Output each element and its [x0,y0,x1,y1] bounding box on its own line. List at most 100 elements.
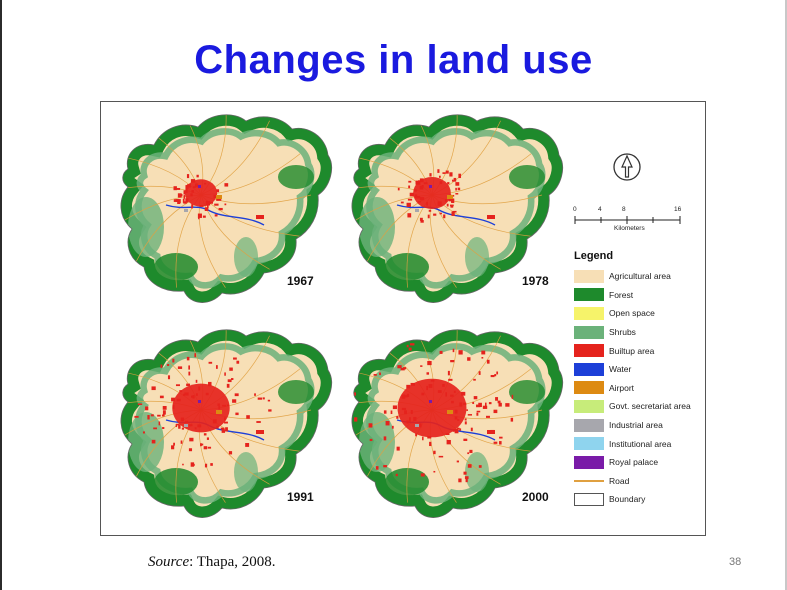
builtup-patch [427,436,432,439]
royal-palace [198,400,201,403]
legend-label: Forest [609,289,634,300]
builtup-patch [383,410,387,414]
builtup-patch [426,372,430,375]
airport [216,410,222,414]
builtup-patch [451,179,454,182]
airport [447,195,453,199]
legend-swatch [574,344,604,358]
builtup-patch [203,446,208,450]
builtup-patch [410,410,413,415]
builtup-patch [368,423,373,428]
builtup-patch [481,357,484,359]
builtup-patch [268,409,272,412]
builtup-patch [427,214,430,219]
builtup-patch [426,385,428,391]
legend-swatch [574,492,604,506]
builtup-patch [511,394,514,399]
builtup-patch [197,213,202,218]
builtup-patch [204,207,209,211]
builtup-patch [396,446,400,451]
legend-swatch [574,381,604,395]
builtup-patch [236,360,240,364]
builtup-patch [153,427,157,430]
builtup-patch [473,378,476,381]
builtup-patch [476,404,481,408]
legend-label: Water [609,364,632,375]
builtup-patch [203,433,207,436]
builtup-patch [379,372,381,376]
builtup-patch [442,172,446,174]
builtup-patch [419,423,422,428]
legend-label: Road [609,475,630,486]
builtup-patch [191,463,195,466]
boundary [120,114,332,303]
builtup-patch [464,476,469,480]
builtup-patch [451,400,454,404]
builtup-patch [433,213,437,216]
builtup-patch [137,403,143,405]
builtup-patch [401,407,407,411]
builtup-patch [449,204,454,207]
builtup-patch [186,383,191,387]
builtup-patch [180,440,183,444]
legend: Legend Agricultural area Forest Open space… [574,250,709,509]
builtup-patch [233,357,237,360]
builtup-patch [426,201,428,206]
builtup-patch [197,424,202,428]
airport [447,410,453,414]
builtup-patch [160,364,163,368]
legend-items: Agricultural area Forest Open space Shrubs B… [574,267,709,509]
builtup-patch [373,374,377,376]
source-citation: Source: Thapa, 2008. [148,554,275,571]
builtup-patch [499,441,502,445]
builtup-patch [185,189,188,193]
builtup-patch [172,404,175,409]
builtup-patch [420,220,424,223]
builtup-patch [191,190,194,193]
royal-palace [198,185,201,188]
builtup-patch [213,194,218,199]
builtup-patch [430,380,435,382]
builtup-patch [194,353,196,358]
builtup-patch [400,367,405,371]
builtup-patch [206,200,208,203]
builtup-patch [175,384,180,387]
builtup-patch [189,437,194,442]
builtup-patch [478,371,481,375]
builtup-patch [176,398,181,402]
builtup-patch [402,367,407,370]
builtup-patch [410,382,415,386]
builtup-patch [401,394,406,399]
builtup-patch [207,205,209,209]
builtup-patch [406,420,409,424]
builtup-patch [450,360,455,363]
builtup-patch [188,424,193,427]
builtup-patch [450,205,454,208]
shrub-patch [128,412,164,472]
builtup-patch [254,393,256,396]
builtup-patch [173,442,175,446]
builtup-patch [215,365,218,369]
builtup-patch [408,417,411,422]
legend-item: Road [574,472,709,491]
builtup-patch [212,419,217,424]
builtup-patch [482,405,488,409]
builtup-patch [227,379,232,383]
land-use-figure: 1967 1978 1991 2000 0 4 8 16 Kilometers … [100,101,706,536]
builtup-patch [184,392,189,396]
builtup-core [184,179,218,207]
builtup-patch [410,343,415,346]
builtup-patch [404,410,407,415]
builtup-patch [183,201,187,204]
builtup-patch [217,197,222,201]
shrub-patch [465,237,489,277]
builtup-patch [178,199,181,204]
legend-item: Shrubs [574,323,709,342]
legend-label: Royal palace [609,457,659,468]
builtup-patch [407,213,412,218]
builtup-patch [418,201,421,203]
builtup-patch [142,431,145,434]
builtup-patch [204,463,208,468]
builtup-patch [196,174,199,178]
builtup-patch [210,201,214,204]
